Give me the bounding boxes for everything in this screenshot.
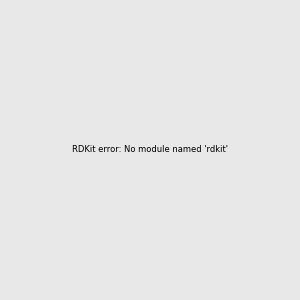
Text: RDKit error: No module named 'rdkit': RDKit error: No module named 'rdkit' [72,146,228,154]
